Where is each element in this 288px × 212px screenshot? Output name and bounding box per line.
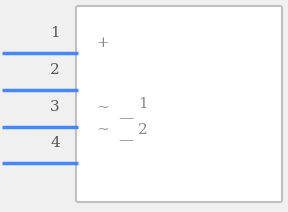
FancyBboxPatch shape — [76, 6, 282, 202]
Text: —: — — [118, 111, 133, 125]
Text: ~: ~ — [96, 123, 109, 137]
Text: 1: 1 — [138, 97, 148, 111]
Text: 3: 3 — [50, 100, 60, 114]
Text: 2: 2 — [50, 63, 60, 77]
Text: +: + — [96, 36, 109, 50]
Text: 1: 1 — [50, 26, 60, 40]
Text: ~: ~ — [96, 101, 109, 115]
Text: 2: 2 — [138, 123, 148, 137]
Text: —: — — [118, 133, 133, 147]
Text: 4: 4 — [50, 136, 60, 150]
